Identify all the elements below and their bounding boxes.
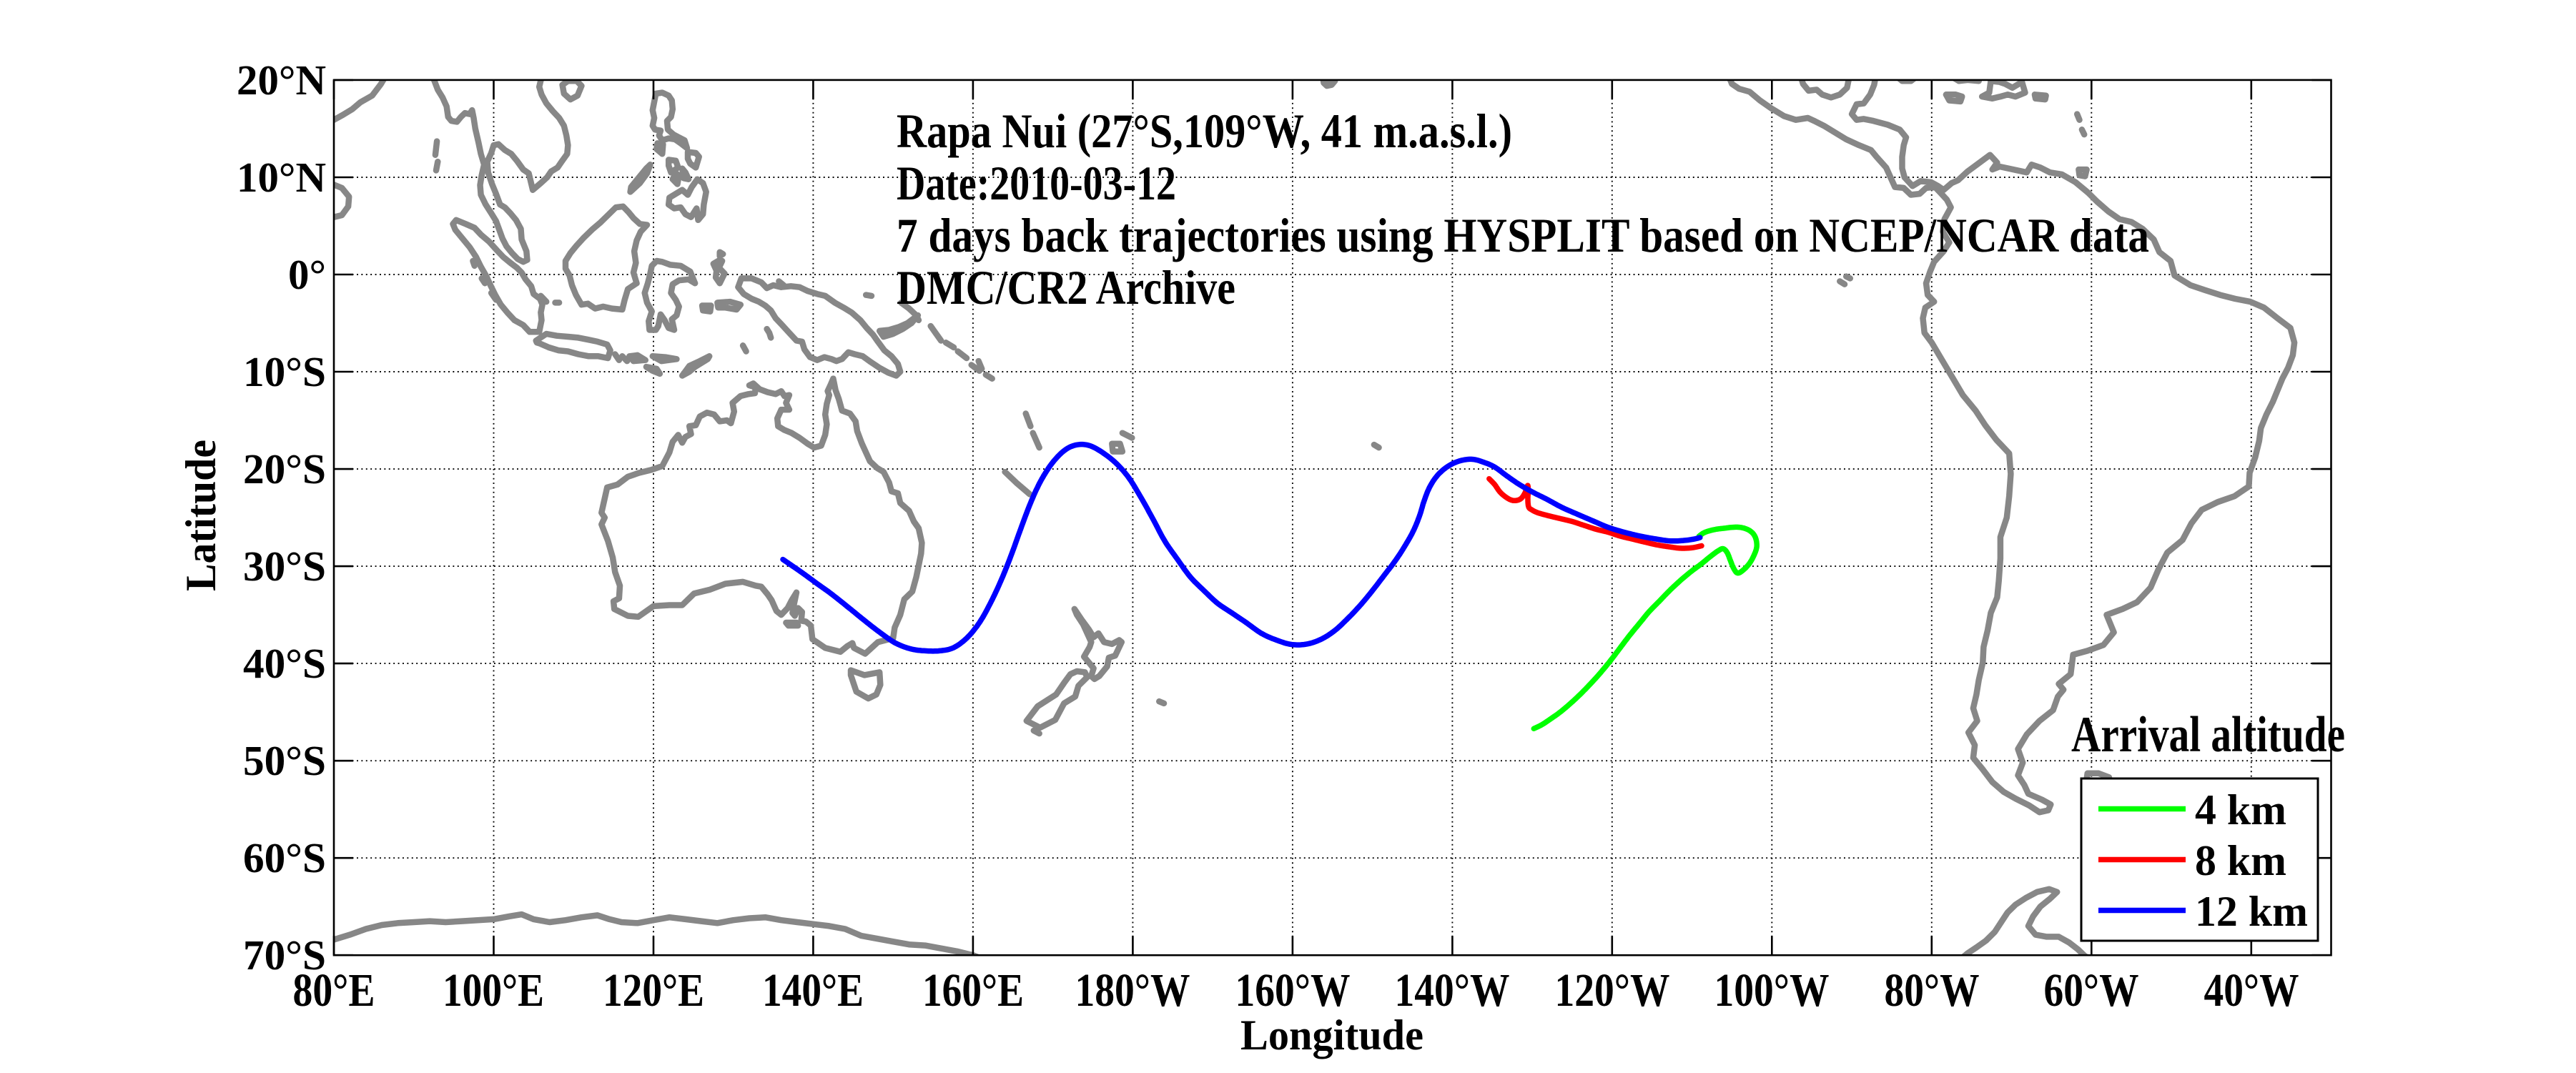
svg-text:Arrival altitude: Arrival altitude bbox=[2071, 707, 2345, 763]
svg-text:8 km: 8 km bbox=[2195, 837, 2286, 884]
svg-text:0°: 0° bbox=[288, 251, 326, 298]
svg-text:40°S: 40°S bbox=[243, 640, 326, 687]
svg-text:30°S: 30°S bbox=[243, 543, 326, 590]
svg-text:160°W: 160°W bbox=[1235, 964, 1351, 1017]
svg-text:20°S: 20°S bbox=[243, 445, 326, 493]
svg-text:12 km: 12 km bbox=[2195, 888, 2308, 935]
svg-text:Rapa Nui (27°S,109°W, 41 m.a.s: Rapa Nui (27°S,109°W, 41 m.a.s.l.) bbox=[897, 104, 1512, 158]
svg-text:Longitude: Longitude bbox=[1240, 1012, 1423, 1059]
svg-text:70°S: 70°S bbox=[243, 931, 326, 979]
svg-text:4 km: 4 km bbox=[2195, 786, 2286, 834]
svg-text:80°E: 80°E bbox=[293, 964, 375, 1017]
svg-text:100°E: 100°E bbox=[443, 964, 544, 1017]
svg-text:60°W: 60°W bbox=[2044, 964, 2139, 1017]
svg-text:50°S: 50°S bbox=[243, 737, 326, 784]
svg-text:80°W: 80°W bbox=[1885, 964, 1980, 1017]
svg-text:DMC/CR2 Archive: DMC/CR2 Archive bbox=[897, 260, 1235, 315]
svg-text:120°E: 120°E bbox=[603, 964, 704, 1017]
svg-text:40°W: 40°W bbox=[2204, 964, 2299, 1017]
svg-text:180°W: 180°W bbox=[1075, 964, 1190, 1017]
svg-text:Latitude: Latitude bbox=[177, 440, 224, 591]
svg-text:7 days back trajectories using: 7 days back trajectories using HYSPLIT b… bbox=[897, 208, 2149, 262]
svg-text:140°E: 140°E bbox=[762, 964, 864, 1017]
svg-text:140°W: 140°W bbox=[1395, 964, 1510, 1017]
svg-text:Date:2010-03-12: Date:2010-03-12 bbox=[897, 156, 1176, 210]
svg-text:100°W: 100°W bbox=[1714, 964, 1830, 1017]
svg-text:60°S: 60°S bbox=[243, 834, 326, 881]
svg-text:10°N: 10°N bbox=[237, 154, 326, 201]
svg-text:160°E: 160°E bbox=[922, 964, 1024, 1017]
svg-text:10°S: 10°S bbox=[243, 348, 326, 395]
svg-text:20°N: 20°N bbox=[237, 56, 326, 104]
svg-text:120°W: 120°W bbox=[1555, 964, 1670, 1017]
